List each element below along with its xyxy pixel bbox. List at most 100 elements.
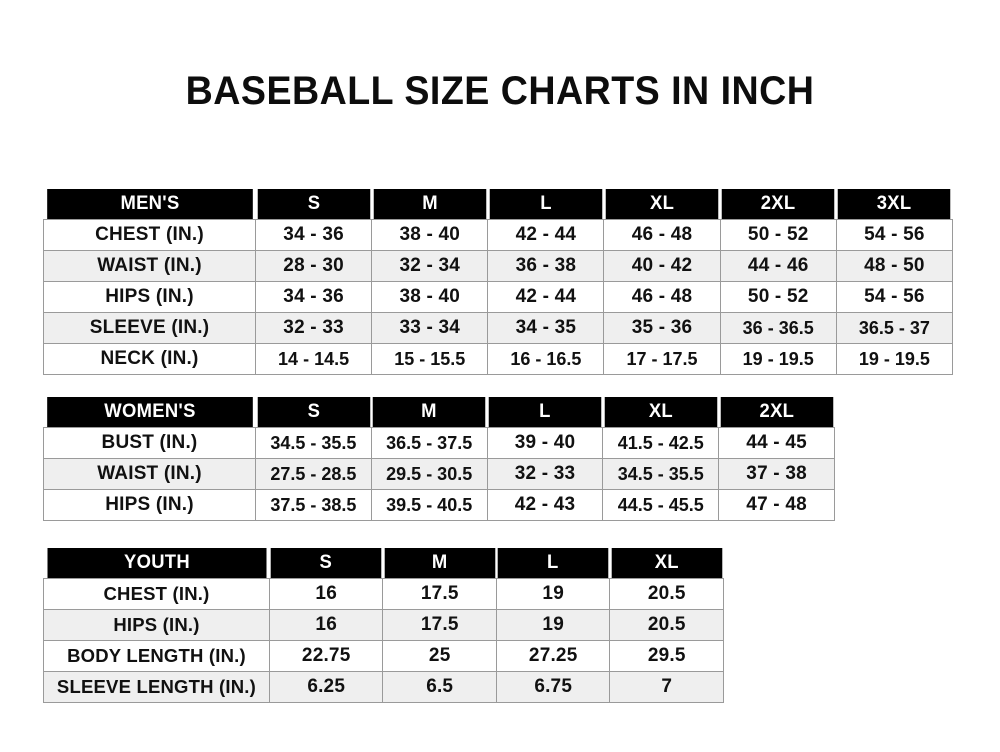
column-header-xl: XL [611, 548, 722, 579]
cell-value: 6.25 [268, 671, 384, 703]
cell-value: 44 - 46 [719, 250, 837, 282]
cell-value: 44 - 45 [718, 427, 835, 459]
cell-value: 29.5 - 30.5 [370, 458, 488, 490]
row-label: HIPS (IN.) [43, 281, 256, 313]
table-row: BUST (IN.) 34.5 - 35.5 36.5 - 37.5 39 - … [43, 427, 835, 459]
cell-value: 42 - 44 [487, 281, 605, 313]
cell-value: 34.5 - 35.5 [602, 458, 720, 490]
row-label: BODY LENGTH (IN.) [43, 640, 270, 672]
column-header-m: M [384, 548, 495, 579]
cell-value: 29.5 [609, 640, 724, 672]
cell-value: 15 - 15.5 [371, 343, 489, 375]
row-label: BUST (IN.) [43, 427, 256, 459]
table-header-row: YOUTH S M L XL [44, 548, 724, 579]
cell-value: 32 - 33 [254, 312, 373, 344]
cell-value: 27.5 - 28.5 [255, 458, 372, 490]
table-row: NECK (IN.) 14 - 14.5 15 - 15.5 16 - 16.5… [43, 343, 953, 375]
cell-value: 17.5 [382, 578, 497, 610]
cell-value: 46 - 48 [603, 281, 721, 313]
cell-value: 20.5 [609, 609, 724, 641]
cell-value: 34 - 36 [254, 281, 373, 313]
cell-value: 39 - 40 [486, 427, 604, 459]
cell-value: 50 - 52 [719, 219, 837, 251]
table-row: HIPS (IN.) 34 - 36 38 - 40 42 - 44 46 - … [43, 281, 953, 313]
cell-value: 19 [495, 578, 611, 610]
cell-value: 20.5 [609, 578, 724, 610]
table-row: SLEEVE (IN.) 32 - 33 33 - 34 34 - 35 35 … [43, 312, 953, 344]
row-label: CHEST (IN.) [43, 219, 256, 251]
cell-value: 6.5 [382, 671, 497, 703]
cell-value: 17 - 17.5 [603, 343, 721, 375]
column-header-l: L [498, 548, 609, 579]
column-header-3xl: 3XL [838, 189, 951, 220]
column-header-xl: XL [605, 189, 719, 220]
cell-value: 42 - 43 [486, 489, 604, 521]
cell-value: 22.75 [268, 640, 384, 672]
table-row: WAIST (IN.) 28 - 30 32 - 34 36 - 38 40 -… [43, 250, 953, 282]
cell-value: 46 - 48 [603, 219, 721, 251]
row-label: NECK (IN.) [43, 343, 256, 375]
cell-value: 17.5 [382, 609, 497, 641]
column-header-s: S [257, 397, 370, 428]
cell-value: 6.75 [495, 671, 611, 703]
cell-value: 19 [495, 609, 611, 641]
table-row: HIPS (IN.) 16 17.5 19 20.5 [43, 609, 724, 641]
cell-value: 39.5 - 40.5 [370, 489, 488, 521]
column-header-l: L [489, 189, 603, 220]
column-header-xl: XL [604, 397, 717, 428]
table-row: HIPS (IN.) 37.5 - 38.5 39.5 - 40.5 42 - … [43, 489, 835, 521]
cell-value: 37 - 38 [718, 458, 835, 490]
row-label: WAIST (IN.) [43, 458, 256, 490]
table-row: CHEST (IN.) 16 17.5 19 20.5 [43, 578, 724, 610]
column-header-s: S [271, 548, 382, 579]
cell-value: 33 - 34 [371, 312, 489, 344]
cell-value: 28 - 30 [254, 250, 373, 282]
youth-size-chart: YOUTH S M L XL CHEST (IN.) 16 17.5 19 20… [43, 548, 724, 703]
row-label: WAIST (IN.) [43, 250, 256, 282]
column-header-2xl: 2XL [720, 397, 833, 428]
cell-value: 16 [268, 578, 384, 610]
cell-value: 32 - 34 [371, 250, 489, 282]
column-header-m: M [373, 397, 486, 428]
cell-value: 7 [609, 671, 724, 703]
cell-value: 32 - 33 [486, 458, 604, 490]
cell-value: 38 - 40 [371, 281, 489, 313]
column-header-category: WOMEN'S [46, 397, 253, 428]
cell-value: 34 - 35 [487, 312, 605, 344]
cell-value: 36 - 38 [487, 250, 605, 282]
cell-value: 41.5 - 42.5 [602, 427, 720, 459]
cell-value: 14 - 14.5 [254, 343, 373, 375]
cell-value: 19 - 19.5 [719, 343, 837, 375]
column-header-category: MEN'S [46, 189, 253, 220]
cell-value: 44.5 - 45.5 [602, 489, 720, 521]
cell-value: 54 - 56 [835, 219, 953, 251]
cell-value: 16 - 16.5 [487, 343, 605, 375]
table-header-row: WOMEN'S S M L XL 2XL [44, 397, 835, 428]
cell-value: 16 [268, 609, 384, 641]
cell-value: 19 - 19.5 [835, 343, 953, 375]
table-row: CHEST (IN.) 34 - 36 38 - 40 42 - 44 46 -… [43, 219, 953, 251]
cell-value: 37.5 - 38.5 [255, 489, 372, 521]
column-header-l: L [488, 397, 602, 428]
row-label: SLEEVE (IN.) [43, 312, 256, 344]
cell-value: 40 - 42 [603, 250, 721, 282]
table-header-row: MEN'S S M L XL 2XL 3XL [44, 189, 953, 220]
cell-value: 47 - 48 [718, 489, 835, 521]
cell-value: 48 - 50 [835, 250, 953, 282]
womens-size-chart: WOMEN'S S M L XL 2XL BUST (IN.) 34.5 - 3… [43, 397, 835, 521]
cell-value: 54 - 56 [835, 281, 953, 313]
cell-value: 36 - 36.5 [719, 312, 837, 344]
mens-size-chart: MEN'S S M L XL 2XL 3XL CHEST (IN.) 34 - … [43, 189, 953, 375]
cell-value: 27.25 [495, 640, 611, 672]
cell-value: 42 - 44 [487, 219, 605, 251]
cell-value: 36.5 - 37.5 [370, 427, 488, 459]
table-row: SLEEVE LENGTH (IN.) 6.25 6.5 6.75 7 [43, 671, 724, 703]
table-row: WAIST (IN.) 27.5 - 28.5 29.5 - 30.5 32 -… [43, 458, 835, 490]
cell-value: 35 - 36 [603, 312, 721, 344]
column-header-s: S [257, 189, 370, 220]
column-header-category: YOUTH [46, 548, 267, 579]
page-title: BASEBALL SIZE CHARTS IN INCH [185, 69, 815, 113]
table-row: BODY LENGTH (IN.) 22.75 25 27.25 29.5 [43, 640, 724, 672]
row-label: SLEEVE LENGTH (IN.) [43, 671, 270, 703]
